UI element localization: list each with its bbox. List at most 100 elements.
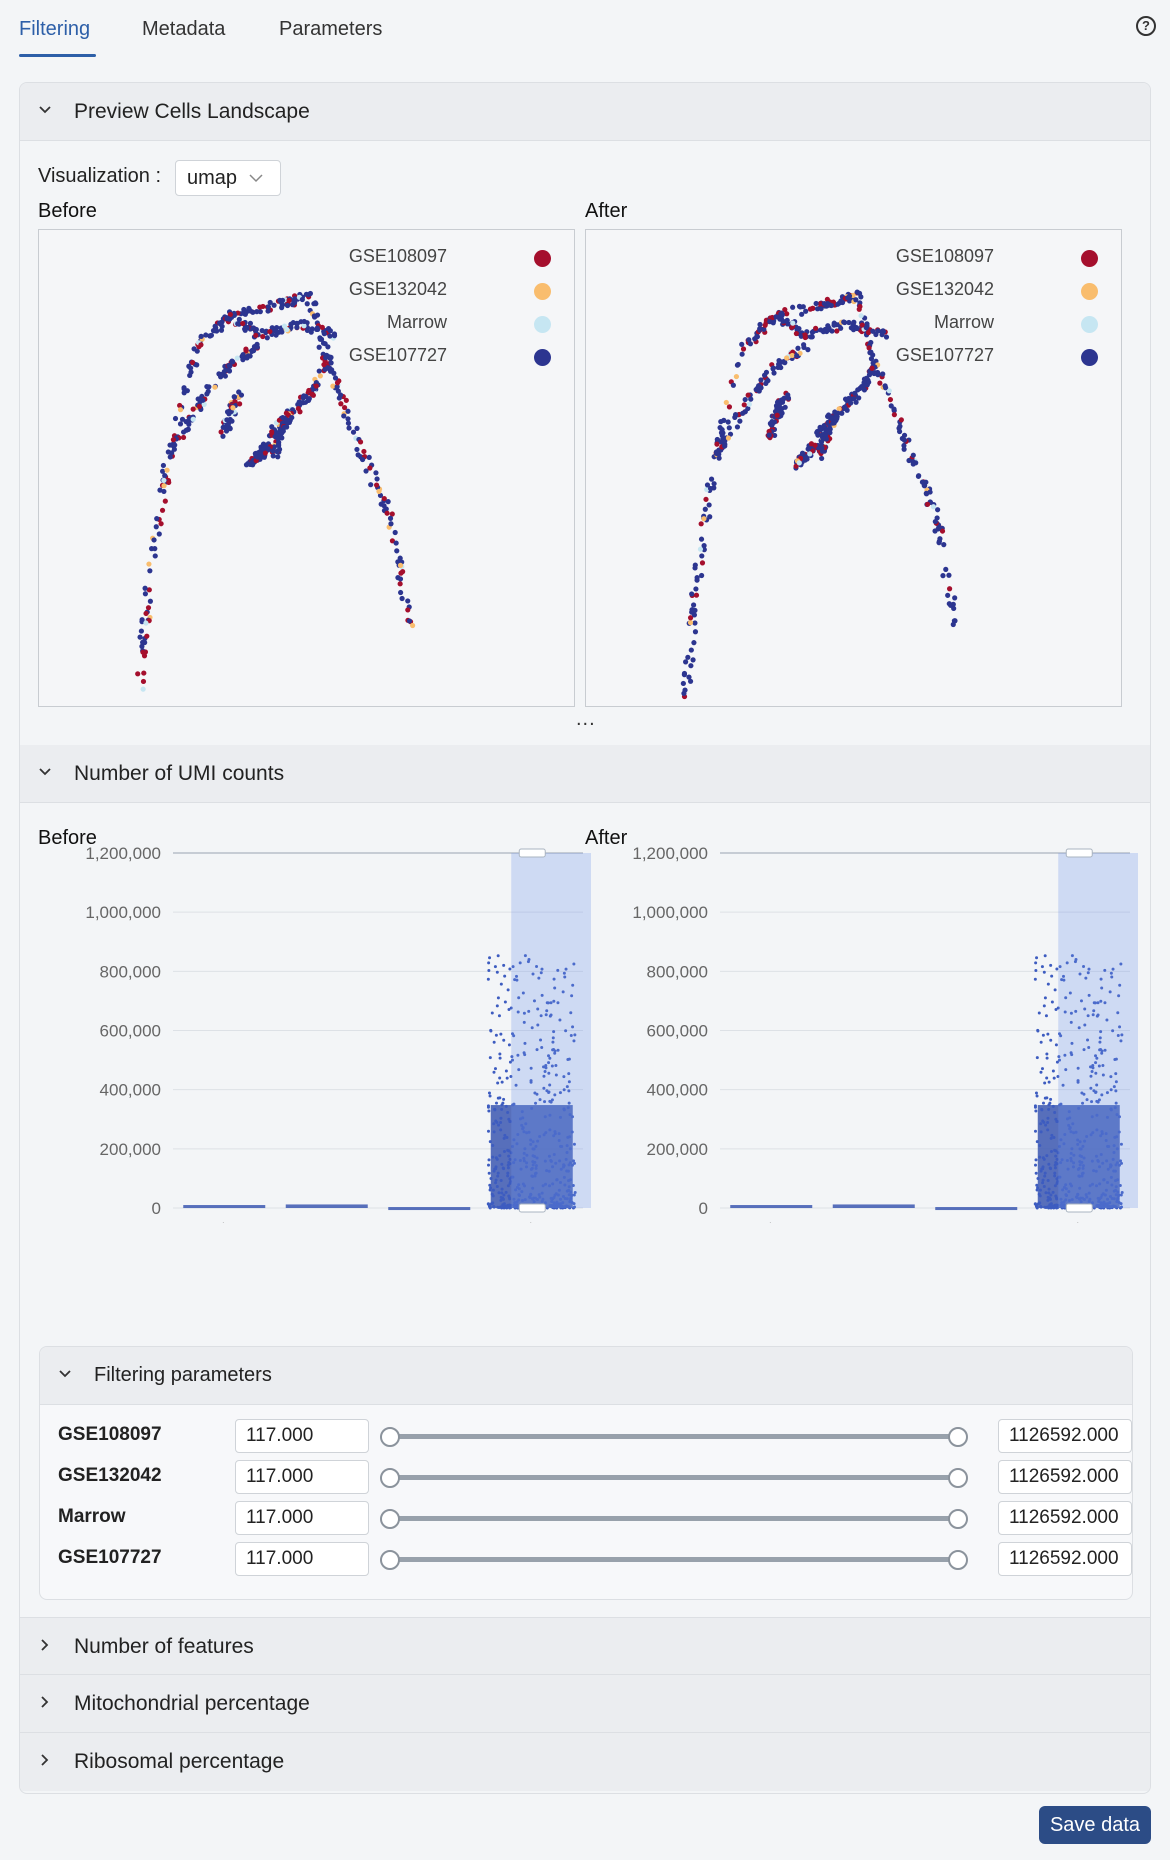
umap-point	[400, 569, 406, 575]
max-value-input[interactable]	[998, 1501, 1132, 1535]
data-point	[1113, 1106, 1117, 1110]
data-point	[521, 1182, 525, 1186]
range-slider-min-thumb[interactable]	[380, 1509, 400, 1529]
range-slider-max-thumb[interactable]	[948, 1509, 968, 1529]
range-slider-min-thumb[interactable]	[380, 1427, 400, 1447]
data-point	[501, 1101, 505, 1105]
features-section-header[interactable]: Number of features	[20, 1617, 1150, 1675]
range-slider-track[interactable]	[390, 1557, 958, 1562]
data-point	[1095, 1014, 1099, 1018]
range-slider-max-thumb[interactable]	[948, 1468, 968, 1488]
data-point	[489, 1176, 493, 1180]
visualization-select[interactable]: umap	[175, 160, 281, 196]
tab-parameters[interactable]: Parameters	[279, 18, 383, 40]
data-point	[1114, 1193, 1118, 1197]
max-value-input[interactable]	[998, 1419, 1132, 1453]
data-point	[507, 1043, 511, 1047]
data-point	[1083, 1007, 1087, 1011]
umap-point	[737, 418, 743, 424]
mito-section-header[interactable]: Mitochondrial percentage	[20, 1675, 1150, 1733]
data-point	[1115, 1113, 1119, 1117]
umi-section-header[interactable]: Number of UMI counts	[20, 745, 1150, 803]
data-point	[517, 1183, 521, 1187]
umap-point	[147, 598, 153, 604]
data-point	[534, 1144, 538, 1148]
data-point	[512, 1102, 516, 1106]
tab-metadata[interactable]: Metadata	[142, 18, 226, 40]
min-value-input[interactable]	[235, 1419, 369, 1453]
max-value-input[interactable]	[998, 1460, 1132, 1494]
data-point	[498, 1154, 502, 1158]
data-point	[1042, 1184, 1046, 1188]
max-value-input[interactable]	[998, 1542, 1132, 1576]
umap-point	[945, 592, 951, 598]
umap-point	[776, 363, 783, 369]
resize-handle[interactable]: ...	[576, 708, 596, 730]
data-point	[532, 999, 536, 1003]
umap-point	[790, 304, 796, 310]
umap-point	[345, 408, 351, 414]
umap-point	[361, 448, 367, 455]
umap-point	[877, 380, 883, 386]
umap-point	[203, 332, 209, 338]
data-point	[1067, 1198, 1071, 1202]
umap-point	[910, 452, 916, 458]
range-slider-min-thumb[interactable]	[380, 1550, 400, 1570]
data-point	[558, 1159, 562, 1163]
data-point	[1059, 1138, 1063, 1142]
save-data-button[interactable]: Save data	[1039, 1806, 1151, 1844]
data-point	[1114, 1080, 1118, 1084]
filtering-parameters-header[interactable]: Filtering parameters	[40, 1347, 1132, 1405]
umap-point	[822, 326, 829, 333]
data-point	[520, 1190, 524, 1194]
filtering-parameters-panel: Filtering parameters GSE108097 GSE132042…	[39, 1346, 1133, 1600]
range-slider-max-thumb[interactable]	[948, 1550, 968, 1570]
data-point	[1106, 1197, 1110, 1201]
umap-point	[234, 355, 240, 361]
min-value-input[interactable]	[235, 1460, 369, 1494]
umap-point	[800, 304, 806, 310]
data-point	[562, 1088, 566, 1092]
umap-point	[392, 529, 398, 536]
data-point	[1115, 1161, 1119, 1165]
data-point	[523, 954, 527, 958]
range-slider-track[interactable]	[390, 1475, 958, 1480]
help-icon[interactable]: ?	[1136, 16, 1156, 36]
umap-point	[887, 396, 894, 403]
range-slider-track[interactable]	[390, 1516, 958, 1521]
umap-point	[271, 302, 277, 308]
umap-point	[803, 454, 809, 460]
data-point	[1078, 1160, 1082, 1164]
data-point	[1094, 1071, 1098, 1075]
umap-point	[276, 446, 283, 452]
ribo-section-header[interactable]: Ribosomal percentage	[20, 1733, 1150, 1791]
data-point	[557, 1188, 561, 1192]
data-point	[529, 1142, 533, 1146]
data-point	[530, 1106, 534, 1110]
umap-point	[336, 395, 342, 401]
data-point	[1081, 1196, 1085, 1200]
umap-point	[345, 416, 351, 422]
umap-point	[869, 365, 875, 371]
range-slider-track[interactable]	[390, 1434, 958, 1439]
data-point	[1058, 1032, 1062, 1036]
range-slider-min-thumb[interactable]	[380, 1468, 400, 1488]
data-point	[561, 1206, 565, 1210]
data-point	[1033, 1129, 1037, 1133]
umap-point	[275, 436, 281, 442]
range-slider-max-thumb[interactable]	[948, 1427, 968, 1447]
umap-point	[698, 536, 705, 542]
data-point	[1119, 1193, 1123, 1197]
data-point	[1049, 1136, 1053, 1140]
umap-point	[328, 354, 334, 361]
data-point	[552, 1153, 556, 1157]
y-tick-label: 600,000	[647, 1022, 708, 1041]
min-value-input[interactable]	[235, 1542, 369, 1576]
preview-section-header[interactable]: Preview Cells Landscape	[20, 83, 1150, 141]
data-point	[507, 1203, 511, 1207]
umap-point	[140, 686, 146, 692]
tab-filtering[interactable]: Filtering	[19, 18, 91, 40]
data-point	[495, 1157, 499, 1161]
data-point	[1057, 1144, 1061, 1148]
min-value-input[interactable]	[235, 1501, 369, 1535]
